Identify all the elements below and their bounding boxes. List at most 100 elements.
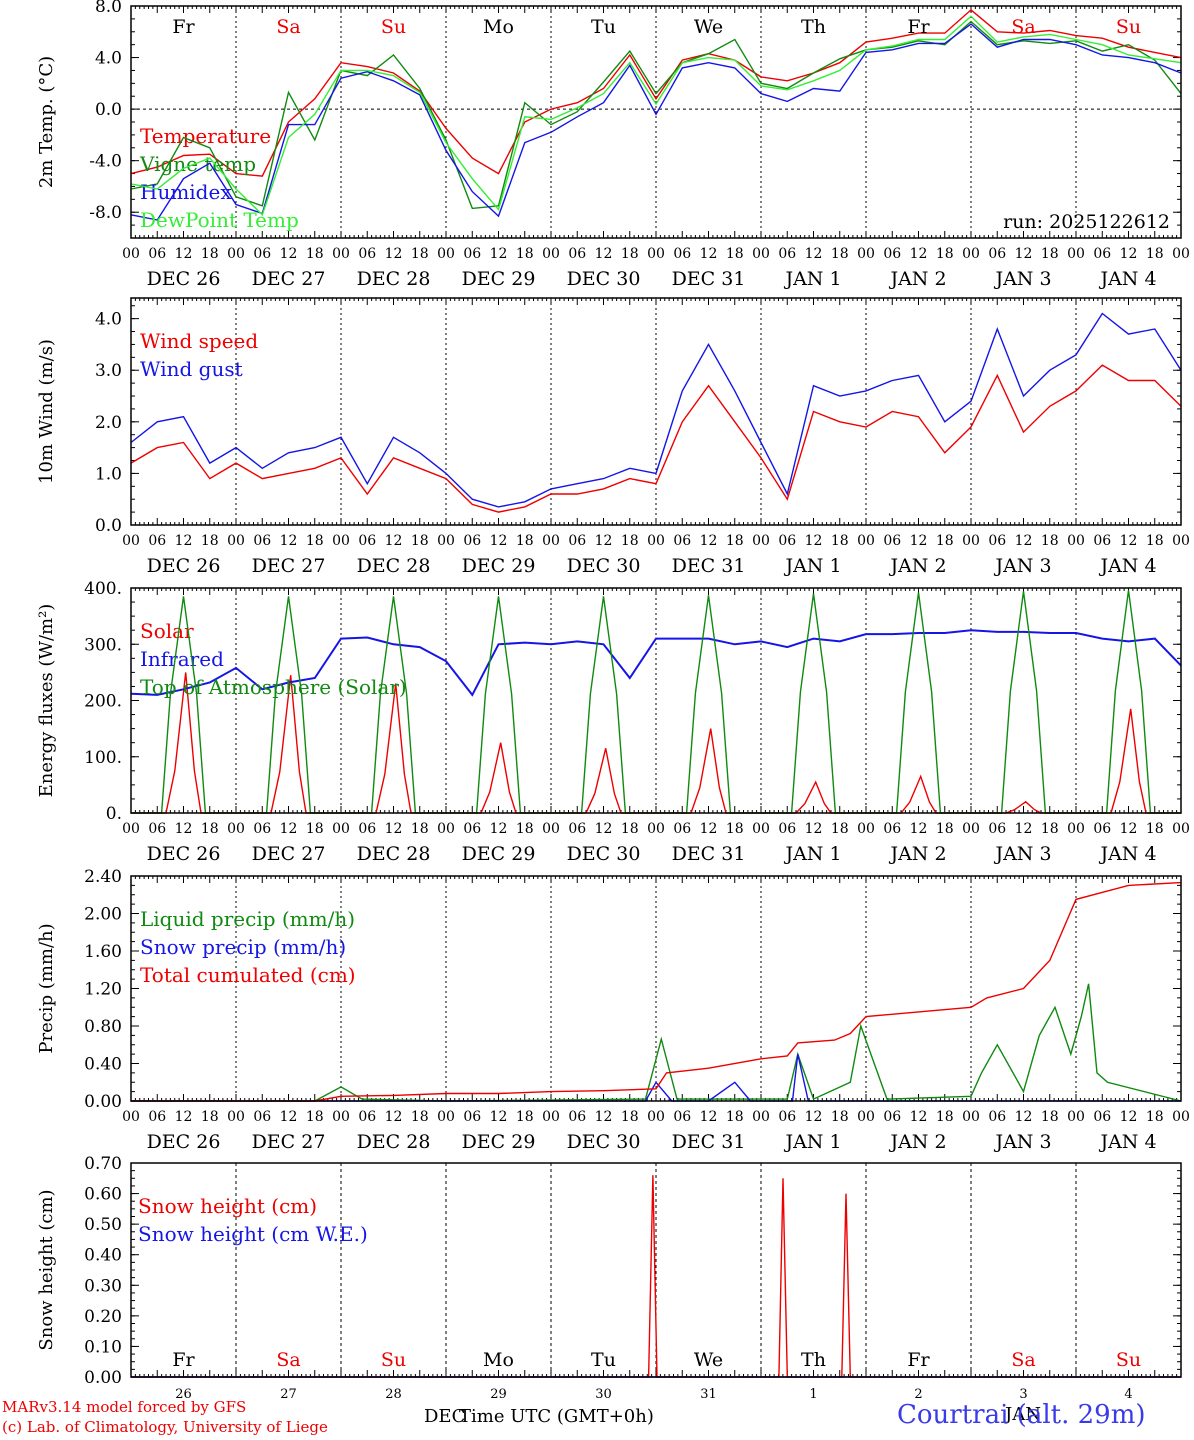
date-label: DEC 30: [567, 843, 641, 865]
hour-label: 00: [437, 1109, 455, 1125]
y-tick-label: 0.00: [84, 1368, 122, 1388]
hour-label: 06: [1093, 533, 1111, 549]
hour-label: 00: [857, 821, 875, 837]
hour-label: 12: [280, 533, 298, 549]
series-line-3: [130, 15, 1182, 217]
hour-label: 00: [962, 1109, 980, 1125]
legend-entry: Temperature: [140, 124, 271, 148]
legend-entry: Infrared: [140, 647, 224, 671]
hour-label: 06: [988, 533, 1006, 549]
date-label: JAN 2: [888, 1131, 946, 1153]
y-tick-label: 0.20: [84, 1307, 122, 1327]
day-number: 4: [1124, 1387, 1132, 1402]
hour-label: 18: [1041, 246, 1059, 262]
hour-label: 06: [1093, 821, 1111, 837]
hour-label: 12: [910, 1109, 928, 1125]
hour-label: 06: [358, 821, 376, 837]
legend-entry: Wind speed: [140, 329, 258, 353]
day-name: Sa: [276, 16, 300, 38]
day-number: 1: [809, 1387, 817, 1402]
y-axis-label: Energy fluxes (W/m²): [36, 604, 57, 798]
hour-label: 18: [726, 533, 744, 549]
hour-label: 12: [805, 1109, 823, 1125]
hour-label: 06: [778, 821, 796, 837]
hour-label: 12: [280, 821, 298, 837]
series-line-0: [130, 8, 1182, 177]
hour-label: 12: [1120, 533, 1138, 549]
day-name: We: [694, 1349, 723, 1371]
hour-label: 06: [358, 1109, 376, 1125]
hour-label: 12: [1120, 246, 1138, 262]
date-label: DEC 31: [672, 843, 746, 865]
date-label: DEC 28: [357, 268, 431, 290]
day-name: Fr: [172, 16, 195, 38]
y-tick-label: 0.70: [84, 1154, 122, 1174]
hour-label: 00: [542, 533, 560, 549]
legend-entry: Vigne temp: [139, 152, 256, 176]
hour-label: 12: [175, 1109, 193, 1125]
day-name: Mo: [483, 16, 514, 38]
y-tick-label: 0.: [106, 804, 122, 824]
hour-label: 12: [805, 246, 823, 262]
date-label: JAN 2: [888, 555, 946, 577]
day-name: Fr: [172, 1349, 195, 1371]
hour-label: 18: [621, 1109, 639, 1125]
hour-label: 00: [122, 533, 140, 549]
hour-label: 12: [1120, 821, 1138, 837]
y-tick-label: 4.0: [95, 49, 122, 69]
day-name: Su: [381, 16, 406, 38]
date-label: DEC 28: [357, 843, 431, 865]
hour-label: 06: [253, 246, 271, 262]
hour-label: 18: [201, 246, 219, 262]
hour-label: 06: [778, 1109, 796, 1125]
day-name: Su: [1116, 1349, 1141, 1371]
hour-label: 12: [1015, 246, 1033, 262]
hour-label: 12: [385, 821, 403, 837]
date-label: JAN 3: [993, 843, 1051, 865]
hour-label: 00: [1172, 1109, 1190, 1125]
hour-label: 00: [647, 1109, 665, 1125]
hour-label: 18: [1041, 1109, 1059, 1125]
series-line-2: [130, 23, 1182, 221]
hour-label: 06: [568, 821, 586, 837]
y-tick-label: 8.0: [95, 0, 122, 17]
hour-label: 06: [883, 821, 901, 837]
date-label: JAN 3: [993, 555, 1051, 577]
date-label: DEC 31: [672, 555, 746, 577]
hour-label: 18: [1146, 533, 1164, 549]
hour-label: 06: [463, 1109, 481, 1125]
hour-label: 18: [411, 1109, 429, 1125]
hour-label: 18: [411, 821, 429, 837]
hour-label: 12: [805, 533, 823, 549]
day-number: 3: [1019, 1387, 1027, 1402]
hour-label: 00: [227, 821, 245, 837]
date-label: DEC 26: [147, 843, 221, 865]
y-axis-label: Precip (mm/h): [36, 923, 57, 1053]
location-title: Courtrai (alt. 29m): [897, 1400, 1146, 1430]
y-tick-label: 0.0: [95, 100, 122, 120]
date-label: DEC 27: [252, 268, 326, 290]
hour-label: 06: [778, 246, 796, 262]
series-line-1: [130, 312, 1182, 508]
day-name: We: [694, 16, 723, 38]
hour-label: 18: [1146, 821, 1164, 837]
hour-label: 12: [910, 533, 928, 549]
hour-label: 06: [253, 533, 271, 549]
hour-label: 06: [1093, 246, 1111, 262]
run-label: run: 2025122612: [1003, 211, 1170, 233]
day-name: Su: [381, 1349, 406, 1371]
legend-entry: Humidex: [140, 180, 232, 204]
hour-label: 00: [227, 1109, 245, 1125]
hour-label: 12: [910, 821, 928, 837]
hour-label: 00: [122, 1109, 140, 1125]
series-line-1: [130, 629, 1182, 697]
hour-label: 18: [831, 1109, 849, 1125]
month-right: JAN: [1005, 1404, 1041, 1425]
hour-label: 12: [175, 246, 193, 262]
y-tick-label: -4.0: [89, 152, 122, 172]
hour-label: 12: [700, 533, 718, 549]
hour-label: 06: [883, 246, 901, 262]
date-label: JAN 2: [888, 843, 946, 865]
y-axis-label: 2m Temp. (°C): [36, 56, 57, 188]
hour-label: 06: [568, 533, 586, 549]
